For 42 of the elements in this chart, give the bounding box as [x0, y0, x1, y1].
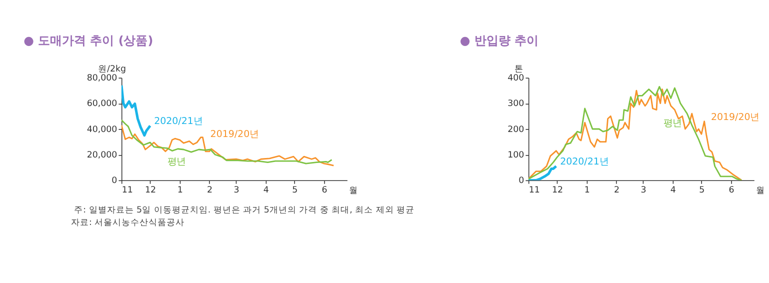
x-tick-label: 11	[528, 185, 540, 196]
y-tick-label: 400	[508, 73, 524, 84]
x-tick-label: 1	[177, 185, 183, 196]
x-tick-label: 2	[614, 185, 620, 196]
x-tick-label: 11	[122, 185, 133, 196]
y-tick-label: 60,000	[86, 99, 118, 110]
y-tick-label: 0	[518, 176, 524, 186]
x-tick-label: 12	[145, 185, 156, 196]
y-axis-title: 원/2kg	[98, 64, 126, 74]
x-tick-label: 3	[234, 185, 240, 196]
y-tick-label: 40,000	[86, 124, 118, 135]
x-axis-title: 월	[756, 186, 765, 196]
x-tick-label: 2	[207, 185, 213, 196]
annotation: 평년	[663, 118, 682, 130]
annotation: 2020/21년	[560, 156, 608, 168]
line-series	[528, 164, 558, 180]
y-tick-label: 80,000	[86, 73, 118, 84]
y-tick-label: 100	[508, 150, 524, 160]
x-tick-label: 3	[640, 185, 646, 196]
y-tick-label: 300	[508, 99, 524, 110]
y-tick-label: 200	[508, 124, 524, 135]
line-series	[121, 84, 152, 137]
annotation: 2019/20년	[710, 112, 760, 123]
x-tick-label: 4	[263, 185, 270, 196]
annotation: 평년	[168, 156, 186, 168]
text: 자료: 서울시농수산식품공사	[70, 218, 185, 228]
text: 주: 일별자료는 5일 이동평균치임. 평년은 과거 5개년의 가격 중 최대, 최소 제외 평균	[74, 206, 415, 216]
x-tick-label: 5	[292, 185, 298, 196]
x-tick-label: 4	[670, 185, 676, 196]
chart-title: ● 반입량 추이	[460, 34, 538, 48]
y-tick-label: 20,000	[86, 150, 118, 160]
x-axis-title: 월	[348, 186, 358, 196]
y-tick-label: 0	[112, 176, 118, 186]
chart-title: ● 도매가격 추이 (상품)	[24, 34, 154, 48]
x-tick-label: 6	[322, 185, 328, 196]
x-tick-label: 1	[584, 185, 590, 196]
y-axis-title: 톤	[514, 64, 524, 74]
x-tick-label: 6	[728, 185, 734, 196]
annotation: 2019/20년	[210, 129, 259, 140]
annotation: 2020/21년	[154, 116, 202, 128]
x-tick-label: 12	[552, 185, 564, 196]
x-tick-label: 5	[699, 185, 705, 196]
